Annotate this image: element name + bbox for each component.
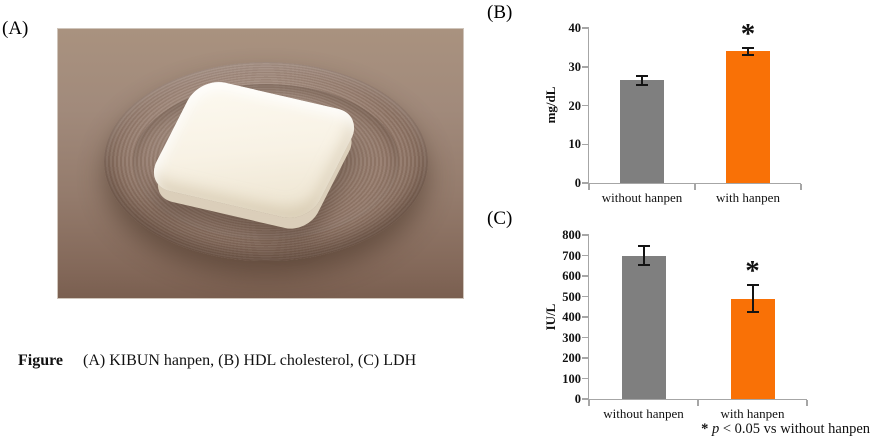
y-axis-tick-label: 0 — [574, 176, 581, 190]
x-axis-tick — [697, 400, 699, 406]
error-bar-cap-top — [636, 74, 648, 77]
bar-slot-without-hanpen: without hanpen — [589, 235, 698, 421]
error-bar-cap-bottom — [636, 84, 648, 87]
y-axis-tick — [582, 316, 589, 318]
significance-asterisk: * — [740, 17, 756, 50]
x-category-label: with hanpen — [720, 406, 785, 421]
error-bar-line — [751, 284, 754, 313]
x-axis-tick — [806, 400, 808, 406]
y-axis-tick-label: 100 — [562, 371, 581, 386]
y-axis-tick-label: 0 — [574, 392, 581, 406]
panel-b-label: (B) — [487, 2, 513, 23]
x-category-label: without hanpen — [601, 190, 683, 205]
y-axis-tick-label: 200 — [562, 351, 581, 365]
y-axis-tick — [582, 295, 589, 298]
y-axis-tick — [582, 27, 589, 29]
x-axis-tick — [588, 400, 590, 406]
y-axis-tick — [582, 336, 589, 339]
y-axis-tick-label: 40 — [568, 21, 582, 35]
y-axis-tick-label: 20 — [568, 98, 582, 113]
y-axis-tick — [582, 66, 589, 68]
bar-slot-with-hanpen: with hanpen * — [695, 19, 801, 205]
y-axis-tick — [582, 182, 589, 184]
hdl-plot-area: 0 10 20 30 40 without hanpen with hanpen * — [569, 19, 802, 205]
error-bar-line — [641, 74, 643, 87]
bar-with-hanpen — [726, 51, 770, 183]
y-axis-tick — [582, 234, 589, 236]
y-axis-tick-label: 30 — [568, 59, 582, 74]
bar-with-hanpen — [730, 298, 775, 399]
significance-asterisk: * — [745, 255, 760, 288]
bar-slot-without-hanpen: without hanpen — [589, 28, 695, 205]
y-axis-tick — [582, 254, 589, 257]
y-axis-tick — [582, 398, 589, 400]
x-category-label: with hanpen — [716, 190, 780, 205]
panel-c-label: (C) — [487, 208, 513, 229]
error-bar-cap-bottom — [637, 263, 650, 266]
y-axis-tick-label: 10 — [568, 137, 582, 152]
footnote-asterisk: * — [701, 421, 709, 437]
y-axis-tick — [582, 275, 589, 277]
ldh-plot-area: 0 100 200 300 400 500 600 700 800 without hanpen w… — [562, 228, 808, 421]
y-axis-tick-label: 700 — [562, 248, 581, 263]
bar-without-hanpen — [621, 255, 666, 399]
y-axis-tick-label: 800 — [562, 228, 581, 242]
footnote-p-symbol: p — [712, 421, 720, 437]
error-bar-cap-bottom — [746, 310, 759, 313]
error-bar-cap-top — [742, 46, 754, 49]
hdl-cholesterol-chart: (B) mg/dL 0 10 20 30 40 without hanpen with ha… — [470, 0, 872, 212]
error-bar-line — [642, 245, 645, 266]
caption-label: Figure — [18, 352, 64, 369]
figure-caption: Figure (A) KIBUN hanpen, (B) HDL choleste… — [18, 351, 416, 371]
x-axis-tick — [588, 184, 590, 190]
y-axis-tick-label: 500 — [562, 289, 581, 304]
y-axis-tick-label: 400 — [562, 310, 581, 324]
y-axis-tick-label: 300 — [562, 330, 581, 345]
error-bar-cap-top — [746, 284, 759, 287]
hanpen-photo — [57, 28, 464, 299]
y-axis-tick — [582, 143, 589, 145]
significance-footnote: * p < 0.05 vs without hanpen — [701, 420, 870, 438]
y-axis-tick — [582, 104, 589, 107]
y-axis-tick — [582, 377, 589, 380]
footnote-text: < 0.05 vs without hanpen — [722, 421, 870, 437]
error-bar-cap-top — [637, 245, 650, 248]
y-axis-tick — [582, 357, 589, 359]
x-axis-tick — [694, 184, 696, 190]
panel-a-label: (A) — [2, 18, 29, 39]
bar-slot-with-hanpen: with hanpen * — [698, 235, 807, 421]
ldh-chart: (C) IU/L 0 100 200 300 400 500 600 700 800 withou… — [470, 205, 872, 440]
error-bar-line — [747, 46, 749, 56]
y-axis-tick-label: 600 — [562, 269, 581, 283]
x-category-label: without hanpen — [603, 406, 684, 421]
error-bar-cap-bottom — [742, 53, 754, 56]
x-axis-tick — [800, 184, 802, 190]
bar-without-hanpen — [620, 80, 664, 183]
caption-text: (A) KIBUN hanpen, (B) HDL cholesterol, (… — [83, 352, 417, 369]
